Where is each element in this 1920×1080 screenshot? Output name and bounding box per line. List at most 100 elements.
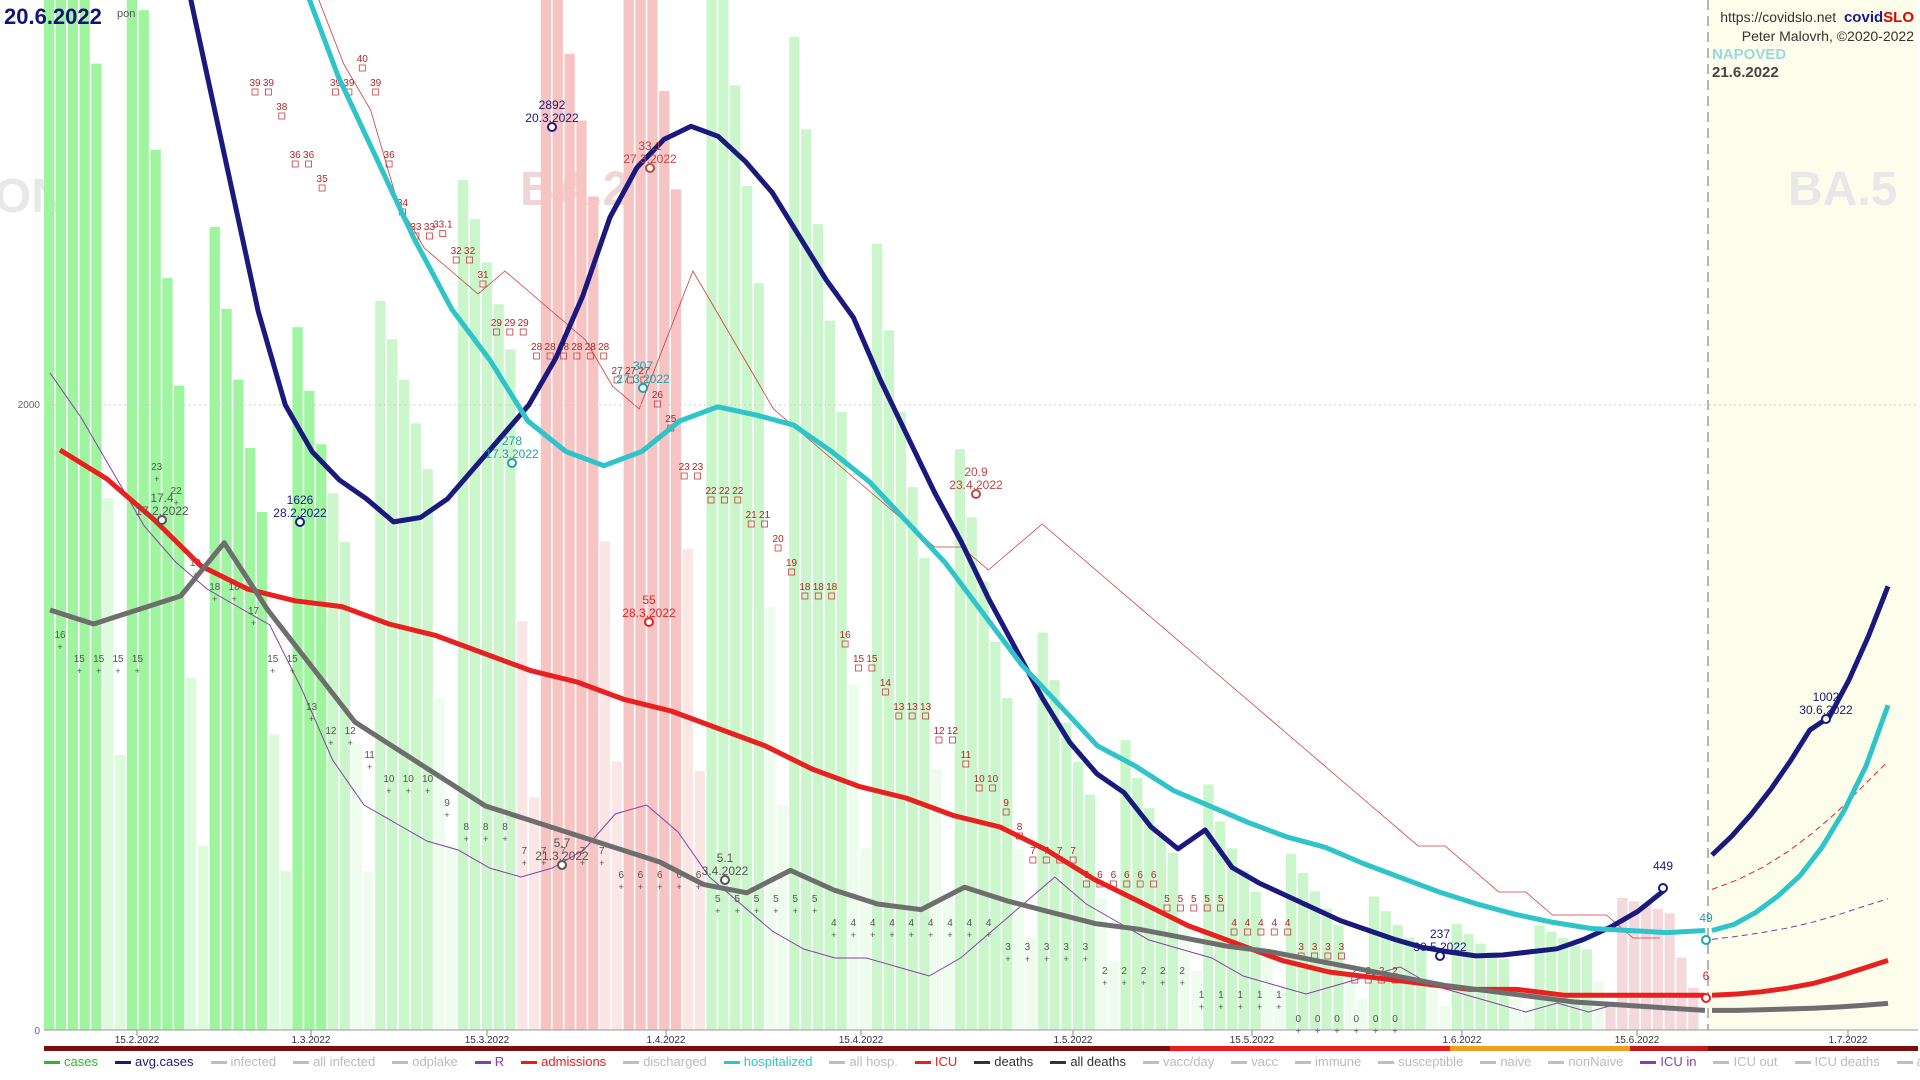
case-bar <box>126 0 138 1030</box>
admissions-marker <box>640 376 648 384</box>
admissions-value-label: 5 <box>1218 894 1224 905</box>
legend-item[interactable]: ICU out <box>1713 1054 1778 1069</box>
case-bar <box>588 196 599 1030</box>
case-bar <box>659 91 670 1030</box>
forecast-date: 21.6.2022 <box>1712 64 1779 81</box>
case-bar <box>363 871 374 1030</box>
legend-item[interactable]: naive <box>1480 1054 1531 1069</box>
legend-item[interactable]: all ICU <box>1896 1054 1920 1069</box>
admissions-value-label: 29 <box>491 318 503 329</box>
admissions-marker <box>318 184 326 192</box>
deaths-value-label: 3 <box>1063 942 1069 953</box>
admissions-marker <box>264 88 272 96</box>
legend-item[interactable]: R <box>474 1054 504 1069</box>
admissions-value-label: 27 <box>612 366 624 377</box>
avg-cases-line <box>188 0 1667 959</box>
admissions-marker <box>560 352 567 360</box>
legend-item[interactable]: nonNaive <box>1548 1054 1623 1069</box>
x-tick-label: 1.6.2022 <box>1443 1035 1482 1046</box>
deaths-value-label: 22 <box>171 486 183 497</box>
case-bar <box>824 320 835 1031</box>
deaths-value-label: 5 <box>773 894 779 905</box>
case-bar <box>55 0 67 1030</box>
legend-item[interactable]: immune <box>1295 1054 1361 1069</box>
case-bar <box>1120 740 1131 1030</box>
deaths-marker: + <box>502 834 507 844</box>
case-bar <box>1191 970 1202 1030</box>
deaths-marker: + <box>599 858 604 868</box>
deaths-marker: + <box>1083 954 1088 964</box>
legend-item[interactable]: cases <box>44 1054 98 1069</box>
anchor-value-label: 6 <box>1703 969 1710 983</box>
admissions-marker <box>922 712 929 720</box>
deaths-value-label: 4 <box>986 918 992 929</box>
case-bar <box>540 0 552 1030</box>
case-bar <box>706 0 717 1030</box>
case-bar <box>978 581 989 1030</box>
legend-item[interactable]: ICU in <box>1640 1054 1696 1069</box>
deaths-marker: + <box>1063 954 1068 964</box>
legend-item[interactable]: all deaths <box>1050 1054 1126 1069</box>
admissions-marker <box>305 160 313 168</box>
deaths-value-label: 15 <box>287 654 299 665</box>
legend-item[interactable]: susceptible <box>1378 1054 1463 1069</box>
anchor-point <box>1701 935 1711 945</box>
case-bar <box>860 848 871 1030</box>
case-bar <box>1061 722 1072 1030</box>
deaths-marker: + <box>154 474 159 484</box>
legend-item[interactable]: vacc/day <box>1142 1054 1214 1069</box>
admissions-value-label: 5 <box>1178 894 1184 905</box>
legend-label: infected <box>230 1054 277 1069</box>
anchor-value-label: 1626 <box>287 493 314 507</box>
legend-item[interactable]: ICU <box>914 1054 957 1069</box>
admissions-marker <box>332 88 339 96</box>
admissions-marker <box>1203 904 1211 912</box>
legend-item[interactable]: odplake <box>392 1054 458 1069</box>
admissions-value-label: 3 <box>1325 942 1331 953</box>
case-bar <box>174 385 185 1031</box>
legend-item[interactable]: avg.cases <box>114 1054 194 1069</box>
case-bar <box>481 262 492 1030</box>
deaths-value-label: 10 <box>403 774 415 785</box>
case-bar <box>410 423 421 1030</box>
legend-item[interactable]: all hosp. <box>829 1054 898 1069</box>
legend-item[interactable]: hospitalized <box>723 1054 812 1069</box>
case-bar <box>1368 896 1380 1030</box>
case-bar <box>1427 984 1439 1030</box>
anchor-point <box>1821 714 1831 724</box>
case-bar <box>1002 697 1013 1030</box>
legend-item[interactable]: admissions <box>521 1054 606 1069</box>
legend-item[interactable]: vacc <box>1231 1054 1278 1069</box>
deaths-marker: + <box>909 930 914 940</box>
deaths-value-label: 5 <box>715 894 721 905</box>
admissions-value-label: 39 <box>370 78 382 89</box>
case-bar <box>1534 925 1545 1030</box>
deaths-marker: + <box>1102 978 1107 988</box>
deaths-value-label: 10 <box>422 774 434 785</box>
admissions-value-label: 6 <box>1151 870 1157 881</box>
deaths-value-label: 2 <box>1141 966 1147 977</box>
legend-item[interactable]: discharged <box>623 1054 707 1069</box>
legend-item[interactable]: infected <box>210 1054 277 1069</box>
deaths-value-label: 1 <box>1257 990 1263 1001</box>
legend-item[interactable]: ICU deaths <box>1794 1054 1880 1069</box>
legend-label: all deaths <box>1070 1054 1126 1069</box>
legend-swatch <box>44 1061 60 1065</box>
site-url[interactable]: https://covidslo.net <box>1720 9 1837 25</box>
deaths-value-label: 7 <box>599 846 605 857</box>
deaths-marker: + <box>348 738 353 748</box>
admissions-value-label: 21 <box>759 510 771 521</box>
deaths-marker: + <box>1354 1026 1359 1036</box>
admissions-marker <box>1069 856 1077 864</box>
deaths-value-label: 10 <box>383 774 395 785</box>
case-bar <box>1451 924 1462 1030</box>
legend-item[interactable]: deaths <box>974 1054 1033 1069</box>
deaths-marker: + <box>1160 978 1165 988</box>
case-bar <box>872 243 883 1030</box>
deaths-marker: + <box>522 858 527 868</box>
admissions-marker <box>1136 880 1144 888</box>
legend-swatch <box>392 1061 409 1065</box>
case-bar <box>741 186 753 1030</box>
legend-item[interactable]: all infected <box>293 1054 375 1069</box>
